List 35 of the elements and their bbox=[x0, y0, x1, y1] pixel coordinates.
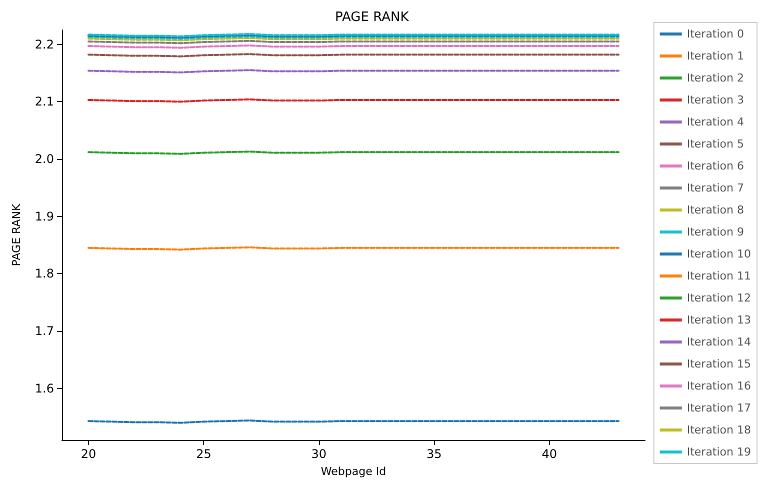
x-axis-title: Webpage Id bbox=[320, 465, 386, 478]
x-tick-label: 25 bbox=[196, 447, 212, 461]
legend-label: Iteration 6 bbox=[686, 160, 744, 172]
legend-label: Iteration 0 bbox=[686, 28, 744, 40]
legend-label: Iteration 10 bbox=[686, 248, 752, 260]
x-tick-label: 30 bbox=[311, 447, 327, 461]
legend-label: Iteration 3 bbox=[686, 94, 744, 106]
legend-label: Iteration 16 bbox=[686, 380, 752, 392]
legend-label: Iteration 5 bbox=[686, 138, 744, 150]
legend-label: Iteration 13 bbox=[686, 314, 752, 326]
y-tick-label: 1.8 bbox=[34, 266, 54, 281]
legend-label: Iteration 19 bbox=[686, 446, 752, 458]
legend-label: Iteration 4 bbox=[686, 116, 744, 128]
legend-label: Iteration 12 bbox=[686, 292, 752, 304]
y-tick-label: 1.7 bbox=[34, 324, 54, 338]
x-tick-label: 40 bbox=[542, 447, 558, 461]
y-tick-label: 2.1 bbox=[34, 94, 54, 109]
chart-title: PAGE RANK bbox=[335, 10, 410, 25]
legend-label: Iteration 8 bbox=[686, 204, 744, 216]
y-tick-label: 2.2 bbox=[34, 37, 54, 52]
y-tick-label: 1.9 bbox=[34, 209, 54, 224]
x-tick-label: 20 bbox=[80, 447, 96, 461]
legend-label: Iteration 18 bbox=[686, 424, 752, 436]
legend-label: Iteration 15 bbox=[686, 358, 752, 370]
y-axis-title: PAGE RANK bbox=[10, 203, 23, 266]
legend-label: Iteration 14 bbox=[686, 336, 752, 348]
x-tick-label: 35 bbox=[426, 447, 442, 461]
y-tick-label: 2.0 bbox=[34, 152, 54, 166]
legend-label: Iteration 2 bbox=[686, 72, 744, 84]
y-tick-label: 1.6 bbox=[34, 381, 54, 396]
legend-label: Iteration 17 bbox=[686, 402, 752, 414]
legend-label: Iteration 11 bbox=[686, 270, 752, 282]
legend-label: Iteration 1 bbox=[686, 50, 744, 62]
legend-label: Iteration 7 bbox=[686, 182, 744, 194]
legend-label: Iteration 9 bbox=[686, 226, 744, 238]
